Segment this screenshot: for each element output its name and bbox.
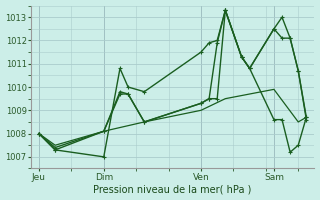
X-axis label: Pression niveau de la mer( hPa ): Pression niveau de la mer( hPa ) [93,184,252,194]
